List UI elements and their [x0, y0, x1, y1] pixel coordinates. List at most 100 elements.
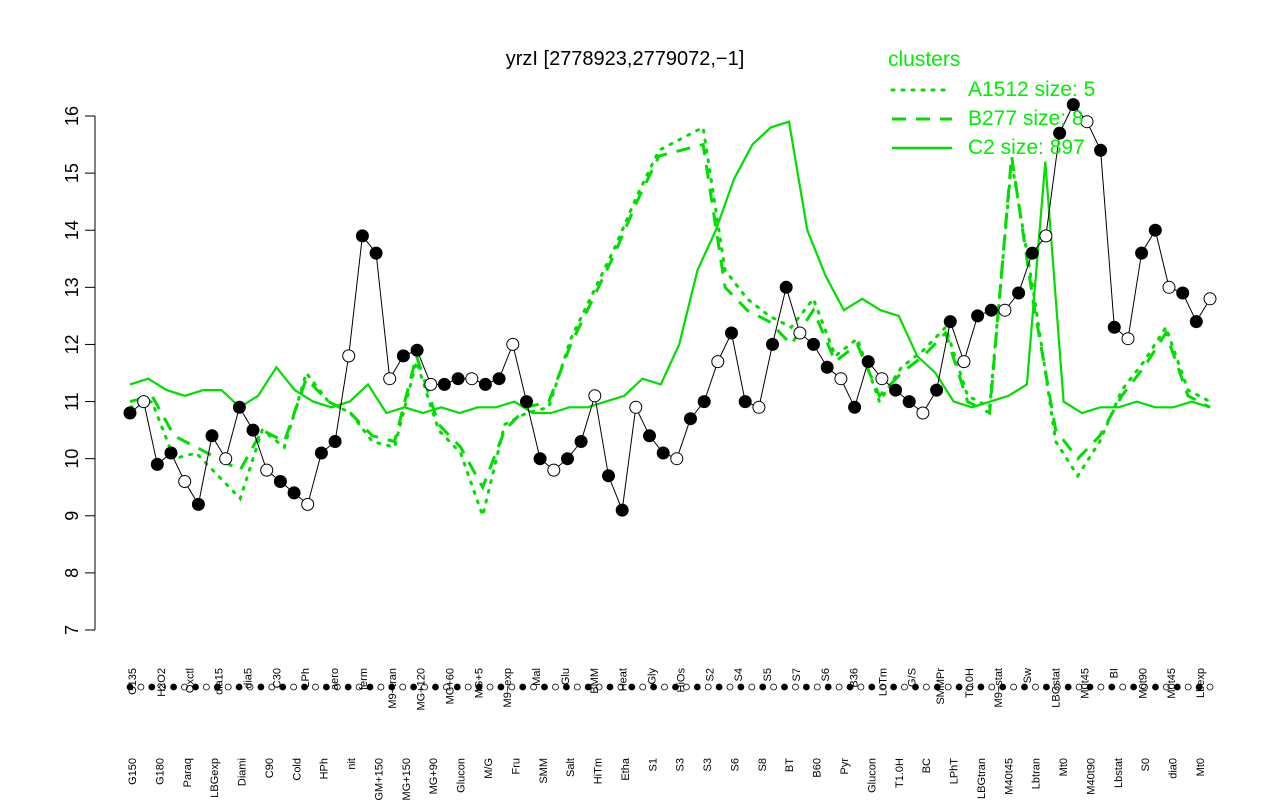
- rug-mark: [792, 683, 799, 691]
- x-tick-label: S6: [820, 668, 832, 681]
- rug-mark: [617, 683, 625, 691]
- rug-mark: [312, 683, 319, 691]
- x-tick-label: G/S: [906, 668, 918, 687]
- rug-mark: [1075, 683, 1083, 691]
- rug-mark: [868, 683, 876, 691]
- data-point: [779, 280, 793, 294]
- data-point: [1066, 98, 1080, 112]
- x-tick-label: BT: [784, 758, 796, 772]
- data-point: [930, 383, 944, 397]
- data-point: [246, 423, 260, 437]
- data-point: [943, 315, 957, 329]
- x-axis: G135 H2O2 Oxctl dia15 dia5 C30 LPh aero ferm M9−t…: [126, 668, 1214, 800]
- legend-title: clusters: [888, 48, 960, 71]
- data-point: [137, 395, 151, 409]
- rug-mark: [399, 683, 407, 691]
- x-tick-label: Salt: [565, 758, 577, 777]
- rug-mark: [606, 683, 614, 691]
- x-tick-label: MG+5: [473, 668, 485, 698]
- x-tick-label: G180: [154, 758, 166, 785]
- x-tick-label: SMM: [538, 758, 550, 784]
- rug-mark: [432, 683, 439, 691]
- rug-mark: [1130, 683, 1137, 691]
- data-point: [328, 435, 342, 448]
- x-tick-label: M/G: [483, 758, 495, 779]
- x-tick-label: H2O2: [156, 668, 168, 697]
- data-point: [260, 463, 274, 477]
- x-tick-label: Diami: [237, 758, 249, 786]
- rug-mark: [846, 683, 854, 691]
- data-point: [793, 326, 807, 340]
- x-tick-label: LBGtran: [976, 758, 988, 799]
- x-tick-label: MG+150: [401, 758, 413, 800]
- data-point: [1176, 286, 1190, 300]
- rug-mark: [377, 683, 385, 691]
- x-tick-label: Oxctl: [185, 668, 197, 693]
- data-point: [547, 463, 561, 477]
- x-tick-label: Glucon: [866, 758, 878, 793]
- data-point: [1080, 115, 1094, 129]
- data-point: [820, 360, 834, 374]
- data-point: [1135, 246, 1149, 260]
- rug-mark: [715, 683, 723, 691]
- rug-mark: [181, 683, 188, 691]
- data-point: [574, 435, 588, 448]
- rug-mark: [955, 683, 963, 691]
- rug-mark: [1032, 683, 1039, 691]
- x-tick-label: Glu: [560, 668, 572, 685]
- rug-mark: [573, 683, 581, 691]
- rug-mark: [835, 683, 843, 691]
- data-point: [738, 395, 752, 409]
- x-tick-label: SMMPr: [935, 668, 947, 705]
- data-point: [1189, 315, 1203, 329]
- x-tick-label: G135: [127, 668, 139, 695]
- x-tick-label: Glucon: [456, 758, 468, 793]
- rug-mark: [159, 683, 167, 691]
- legend-label: A1512 size: 5: [968, 78, 1095, 101]
- x-tick-label: M0t45: [1166, 668, 1178, 699]
- x-tick-label: M0t45: [1080, 668, 1092, 699]
- rug-mark: [355, 683, 363, 691]
- data-point: [150, 457, 164, 471]
- observation-polyline: [129, 103, 1211, 513]
- x-tick-label: MG+120: [416, 668, 428, 711]
- data-point: [410, 343, 424, 357]
- rug-mark: [770, 683, 777, 691]
- rug-mark: [1086, 683, 1094, 691]
- rug-mark: [192, 683, 199, 691]
- rug-mark: [1206, 683, 1214, 691]
- data-point: [971, 309, 985, 323]
- rug-mark: [486, 683, 494, 691]
- data-point: [670, 452, 684, 466]
- rug-mark: [704, 683, 712, 691]
- rug-mark: [126, 683, 134, 691]
- x-tick-label: Paraq: [182, 758, 194, 787]
- data-point: [232, 400, 246, 414]
- data-point: [164, 446, 178, 460]
- y-tick-label: 9: [62, 511, 82, 521]
- data-point: [396, 349, 410, 363]
- data-point: [807, 337, 820, 351]
- y-axis: 7 8 9 10 11 12 13 14 15 16: [62, 106, 96, 635]
- rug-mark: [748, 683, 756, 691]
- data-point: [889, 383, 903, 397]
- x-tick-label: S5: [762, 668, 774, 681]
- rug-mark: [552, 683, 559, 691]
- rug-mark: [290, 683, 298, 691]
- y-tick-label: 15: [62, 163, 82, 183]
- x-tick-label: S2: [704, 668, 716, 681]
- x-tick-label: LBGstat: [1051, 668, 1063, 708]
- rug-mark: [661, 683, 668, 691]
- data-point: [437, 377, 451, 391]
- rug-mark: [475, 683, 483, 691]
- rug-mark: [693, 683, 701, 691]
- data-point: [1039, 229, 1053, 243]
- legend: clusters A1512 size: 5 B277 size: 8 C2 siz…: [888, 48, 1095, 159]
- data-point: [1094, 143, 1108, 157]
- data-point: [998, 303, 1012, 317]
- x-tick-label: BMM: [589, 668, 601, 694]
- rug-mark: [508, 683, 516, 691]
- rug-mark: [224, 683, 232, 691]
- x-tick-label: Cold: [291, 758, 303, 781]
- x-tick-label: MG+90: [428, 758, 440, 794]
